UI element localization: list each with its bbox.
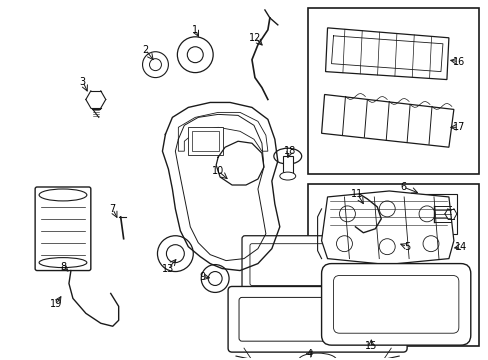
Circle shape	[379, 239, 394, 255]
FancyBboxPatch shape	[321, 264, 470, 345]
FancyBboxPatch shape	[227, 287, 407, 352]
Text: 9: 9	[199, 271, 205, 282]
Text: 13: 13	[162, 264, 174, 274]
Polygon shape	[325, 28, 448, 80]
Text: 18: 18	[283, 146, 295, 156]
Polygon shape	[178, 112, 267, 151]
Ellipse shape	[279, 172, 295, 180]
Text: 19: 19	[50, 300, 62, 309]
Text: 17: 17	[452, 122, 464, 132]
Circle shape	[166, 245, 184, 262]
Circle shape	[406, 205, 423, 223]
Circle shape	[149, 59, 161, 71]
Bar	[307, 184, 478, 346]
Ellipse shape	[39, 189, 87, 201]
Bar	[282, 156, 292, 176]
Circle shape	[187, 47, 203, 63]
Text: 10: 10	[212, 166, 224, 176]
Circle shape	[142, 52, 168, 78]
Text: 6: 6	[399, 182, 406, 192]
Circle shape	[157, 236, 193, 271]
Ellipse shape	[273, 148, 301, 164]
Circle shape	[336, 236, 352, 252]
Text: 1: 1	[192, 25, 198, 35]
Circle shape	[339, 206, 355, 222]
FancyBboxPatch shape	[35, 187, 91, 271]
Ellipse shape	[39, 258, 87, 267]
FancyBboxPatch shape	[333, 275, 458, 333]
Text: 15: 15	[365, 341, 377, 351]
FancyBboxPatch shape	[242, 236, 401, 293]
Polygon shape	[321, 94, 453, 147]
Circle shape	[201, 265, 228, 292]
Text: 3: 3	[80, 77, 86, 86]
Circle shape	[208, 271, 222, 285]
Text: 14: 14	[454, 242, 466, 252]
Bar	[192, 131, 219, 151]
Circle shape	[379, 201, 394, 217]
Circle shape	[418, 206, 434, 222]
Circle shape	[410, 210, 418, 218]
FancyBboxPatch shape	[239, 297, 395, 341]
Ellipse shape	[298, 353, 336, 360]
Text: 8: 8	[60, 262, 66, 271]
Polygon shape	[321, 191, 453, 265]
Bar	[188, 127, 223, 155]
Text: 2: 2	[142, 45, 148, 55]
Text: 4: 4	[306, 349, 312, 359]
Bar	[307, 8, 478, 174]
Circle shape	[177, 37, 213, 73]
Text: 16: 16	[452, 57, 464, 67]
Text: 12: 12	[248, 33, 261, 43]
Text: 5: 5	[403, 242, 409, 252]
Text: 11: 11	[350, 189, 363, 199]
Circle shape	[422, 236, 438, 252]
Text: 7: 7	[109, 204, 116, 214]
FancyBboxPatch shape	[249, 244, 393, 285]
Bar	[398, 194, 456, 234]
